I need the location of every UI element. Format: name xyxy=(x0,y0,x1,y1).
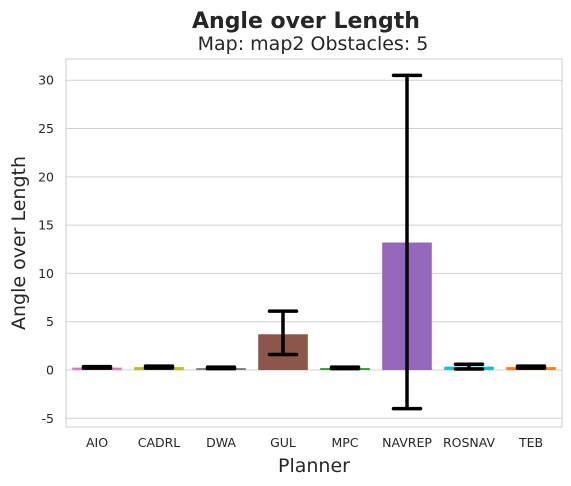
chart-title: Angle over Length xyxy=(192,9,420,34)
x-tick-label-navrep: NAVREP xyxy=(382,435,432,450)
y-tick-label: 20 xyxy=(38,169,54,184)
x-axis-ticks: AIO CADRL DWA GUL MPC NAVREP ROSNAV TEB xyxy=(86,435,543,450)
x-tick-label-gul: GUL xyxy=(270,435,296,450)
y-tick-label: -5 xyxy=(42,411,54,426)
bars xyxy=(72,242,556,371)
error-bars xyxy=(81,73,547,411)
y-tick-label: 25 xyxy=(38,121,54,136)
chart-subtitle: Map: map2 Obstacles: 5 xyxy=(198,33,429,55)
x-tick-label-mpc: MPC xyxy=(331,435,358,450)
y-tick-label: 15 xyxy=(38,218,54,233)
y-tick-label: 0 xyxy=(46,363,54,378)
x-tick-label-aio: AIO xyxy=(86,435,108,450)
x-tick-label-rosnav: ROSNAV xyxy=(443,435,496,450)
x-tick-label-teb: TEB xyxy=(518,435,543,450)
x-tick-label-cadrl: CADRL xyxy=(138,435,181,450)
y-tick-label: 30 xyxy=(38,73,54,88)
y-tick-label: 10 xyxy=(38,266,54,281)
x-tick-label-dwa: DWA xyxy=(206,435,236,450)
y-tick-label: 5 xyxy=(46,314,54,329)
y-axis-ticks: -5 0 5 10 15 20 25 30 xyxy=(38,73,54,426)
x-axis-label: Planner xyxy=(278,455,350,477)
y-axis-label: Angle over Length xyxy=(8,156,30,330)
plot-frame xyxy=(65,58,563,428)
